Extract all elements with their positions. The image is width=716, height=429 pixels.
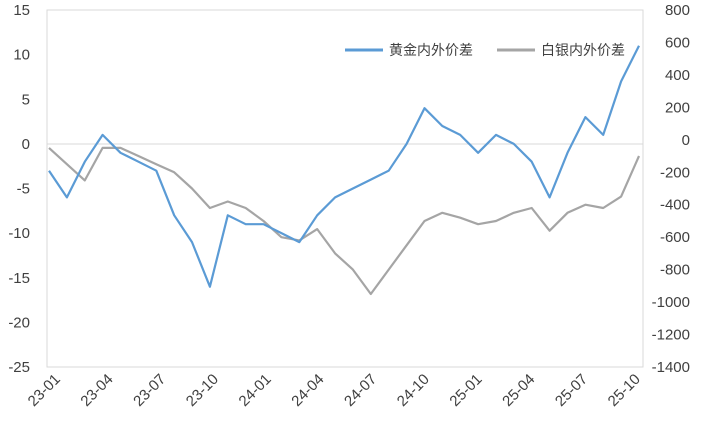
plot-area xyxy=(46,9,644,368)
x-tick-label: 23-07 xyxy=(130,371,169,410)
x-axis: 23-01 23-04 23-07 23-10 24-01 24-04 24-07 24-10… xyxy=(25,371,644,410)
left-tick-label: -15 xyxy=(8,270,30,287)
x-tick-label: 23-01 xyxy=(25,371,64,410)
right-tick-label: -200 xyxy=(660,164,690,181)
right-tick-label: -1000 xyxy=(652,294,690,311)
legend: 黄金内外价差 白银内外价差 xyxy=(345,42,625,59)
x-tick-label: 23-04 xyxy=(77,371,116,410)
legend-label-gold: 黄金内外价差 xyxy=(389,42,473,59)
right-tick-label: 0 xyxy=(682,132,690,149)
left-tick-label: 5 xyxy=(22,91,30,108)
left-tick-label: -25 xyxy=(8,359,30,376)
x-tick-label: 25-01 xyxy=(446,371,485,410)
right-tick-label: -400 xyxy=(660,197,690,214)
x-tick-label: 24-04 xyxy=(288,371,327,410)
right-tick-label: -600 xyxy=(660,229,690,246)
left-tick-label: -10 xyxy=(8,225,30,242)
left-tick-label: -20 xyxy=(8,314,30,331)
x-tick-label: 25-10 xyxy=(605,371,644,410)
right-tick-label: 200 xyxy=(665,99,690,116)
x-tick-label: 25-07 xyxy=(552,371,591,410)
series-line-silver xyxy=(48,146,641,296)
left-tick-label: 0 xyxy=(22,136,30,153)
x-tick-label: 24-10 xyxy=(394,371,433,410)
x-tick-label: 24-01 xyxy=(236,371,275,410)
right-tick-label: -1400 xyxy=(652,359,690,376)
left-axis: 15 10 5 0 -5 -10 -15 -20 -25 xyxy=(8,2,30,376)
left-tick-label: 15 xyxy=(13,2,30,19)
series-layer xyxy=(48,45,641,296)
right-tick-label: -800 xyxy=(660,262,690,279)
x-tick-label: 24-07 xyxy=(341,371,380,410)
left-tick-label: 10 xyxy=(13,47,30,64)
right-tick-label: -1200 xyxy=(652,327,690,344)
right-axis: 800 600 400 200 0 -200 -400 -600 -800 -1000 -1200 -… xyxy=(652,2,690,376)
right-tick-label: 800 xyxy=(665,2,690,19)
x-tick-label: 25-04 xyxy=(499,371,538,410)
legend-label-silver: 白银内外价差 xyxy=(541,43,625,59)
series-line-gold xyxy=(48,45,640,288)
left-tick-label: -5 xyxy=(17,181,30,198)
x-tick-label: 23-10 xyxy=(183,371,222,410)
right-tick-label: 400 xyxy=(665,67,690,84)
right-tick-label: 600 xyxy=(665,34,690,51)
